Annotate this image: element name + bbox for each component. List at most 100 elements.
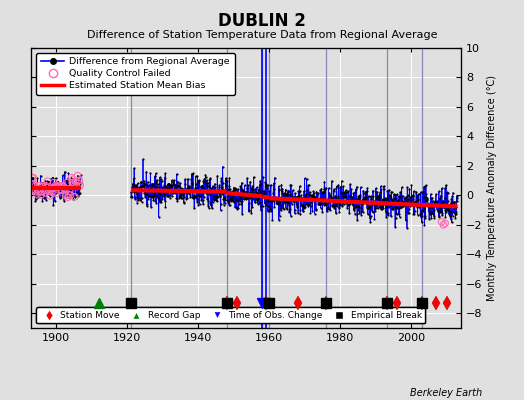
Point — [64, 191, 73, 198]
Point — [65, 184, 73, 190]
Point — [364, 211, 372, 217]
Point — [38, 184, 46, 190]
Point — [269, 180, 278, 187]
Point — [385, 204, 394, 210]
Point — [316, 201, 324, 207]
Point — [37, 172, 45, 179]
Point — [245, 207, 254, 213]
Point — [129, 175, 138, 182]
Point — [40, 187, 48, 193]
Point — [401, 195, 409, 202]
Point — [138, 183, 147, 190]
Point — [135, 186, 144, 192]
Point — [384, 212, 392, 219]
Point — [221, 175, 230, 181]
Point — [330, 202, 339, 209]
Point — [339, 193, 347, 199]
Point — [212, 195, 220, 201]
Point — [396, 214, 404, 220]
Point — [163, 181, 172, 187]
Point — [166, 192, 174, 198]
Point — [62, 180, 71, 186]
Point — [72, 189, 81, 196]
Point — [351, 196, 359, 202]
Point — [344, 188, 353, 194]
Point — [305, 191, 313, 197]
Point — [406, 197, 414, 204]
Point — [268, 217, 277, 224]
Point — [179, 186, 188, 192]
Point — [278, 188, 286, 194]
Point — [202, 174, 210, 180]
Point — [225, 183, 233, 189]
Point — [318, 196, 326, 202]
Point — [242, 196, 250, 202]
Point — [250, 196, 259, 202]
Point — [226, 194, 235, 201]
Point — [439, 222, 447, 228]
Point — [128, 184, 137, 191]
Point — [416, 202, 424, 208]
Point — [371, 205, 379, 212]
Point — [191, 185, 200, 192]
Point — [390, 196, 398, 202]
Point — [49, 179, 58, 186]
Point — [366, 219, 375, 226]
Point — [257, 207, 265, 214]
Point — [154, 188, 162, 194]
Point — [128, 188, 136, 194]
Point — [257, 181, 266, 187]
Point — [263, 195, 271, 202]
Point — [161, 203, 170, 210]
Point — [370, 202, 379, 208]
Point — [185, 186, 194, 192]
Point — [58, 182, 67, 188]
Point — [408, 202, 416, 208]
Point — [146, 192, 154, 199]
Point — [47, 182, 56, 189]
Point — [276, 212, 284, 219]
Point — [375, 195, 384, 201]
Point — [339, 183, 347, 190]
Point — [293, 204, 302, 210]
Point — [419, 207, 428, 214]
Point — [419, 188, 427, 195]
Point — [139, 178, 148, 184]
Point — [148, 180, 156, 187]
Point — [222, 188, 231, 195]
Point — [286, 191, 294, 197]
Point — [137, 198, 146, 205]
Point — [245, 200, 253, 206]
Point — [340, 192, 348, 198]
Point — [367, 193, 375, 200]
Point — [413, 212, 422, 218]
Point — [289, 195, 298, 201]
Point — [156, 174, 164, 181]
Point — [63, 194, 72, 200]
Point — [136, 183, 145, 189]
Point — [445, 211, 453, 218]
Point — [30, 181, 38, 188]
Point — [313, 197, 322, 203]
Point — [314, 201, 322, 208]
Point — [418, 219, 426, 226]
Point — [347, 196, 355, 203]
Point — [42, 187, 51, 194]
Point — [48, 189, 56, 196]
Point — [303, 197, 311, 204]
Point — [155, 190, 163, 196]
Point — [352, 199, 361, 206]
Point — [260, 192, 268, 198]
Point — [287, 197, 296, 203]
Point — [306, 192, 314, 198]
Point — [38, 198, 47, 204]
Point — [246, 194, 255, 200]
Point — [359, 200, 368, 206]
Point — [447, 200, 455, 207]
Point — [234, 198, 242, 204]
Point — [39, 184, 48, 190]
Point — [252, 196, 260, 203]
Point — [214, 187, 222, 193]
Point — [63, 180, 71, 186]
Point — [70, 193, 79, 200]
